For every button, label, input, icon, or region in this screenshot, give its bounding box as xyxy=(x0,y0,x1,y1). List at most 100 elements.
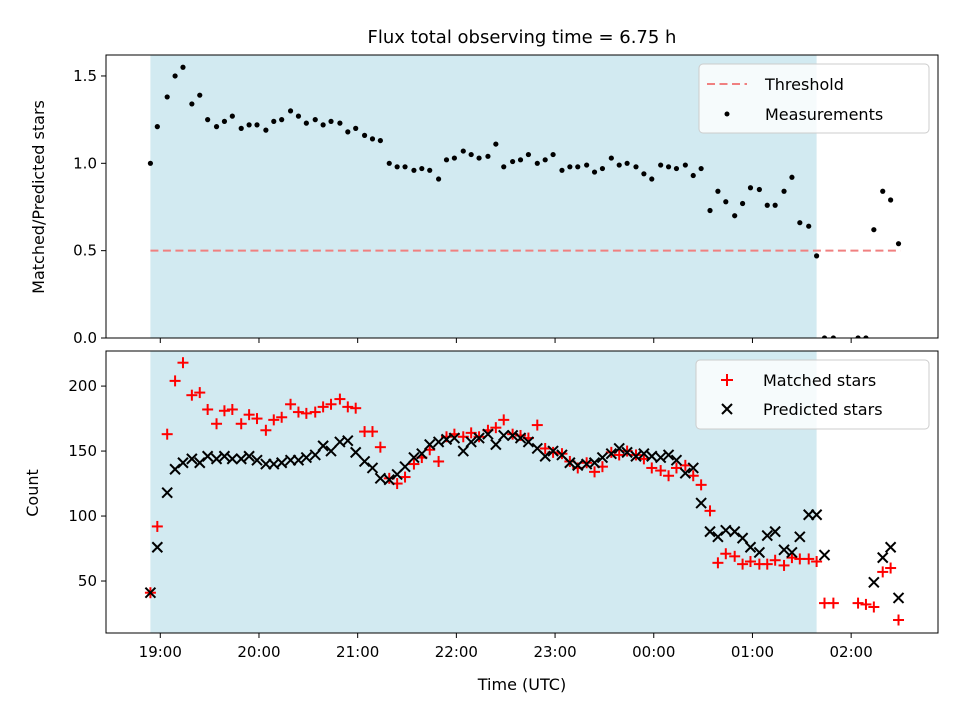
measurement-point xyxy=(189,101,195,107)
measurement-point xyxy=(756,186,762,193)
top-y-tick-label: 0.0 xyxy=(73,329,97,347)
measurement-point xyxy=(567,164,573,170)
x-tick-label: 02:00 xyxy=(830,643,873,661)
legend-measurements-label: Measurements xyxy=(765,105,883,124)
matched-star-point xyxy=(720,548,732,560)
measurement-point xyxy=(238,125,244,131)
matched-star-point xyxy=(218,405,230,417)
measurement-point xyxy=(855,335,861,338)
predicted-star-point xyxy=(309,449,321,461)
x-axis-label: Time (UTC) xyxy=(477,675,566,694)
predicted-star-point xyxy=(416,447,428,460)
measurement-point xyxy=(501,164,507,170)
predicted-star-point xyxy=(769,525,781,538)
measurement-point xyxy=(295,113,302,119)
measurement-point xyxy=(821,335,828,338)
bottom-axes-frame xyxy=(105,350,939,634)
matched-star-point xyxy=(350,402,362,414)
matched-star-point xyxy=(235,418,247,430)
measurement-point xyxy=(353,125,359,131)
measurement-point xyxy=(303,120,309,126)
matched-star-point xyxy=(366,426,378,438)
predicted-star-point xyxy=(144,587,157,599)
measurement-point xyxy=(658,162,664,168)
measurement-point xyxy=(649,176,655,182)
predicted-star-point xyxy=(662,449,675,461)
measurement-point xyxy=(246,122,252,128)
top-legend-box xyxy=(698,63,930,134)
predicted-star-point xyxy=(243,450,255,462)
predicted-star-point xyxy=(564,457,576,469)
matched-star-point xyxy=(161,428,173,440)
matched-star-point xyxy=(260,424,272,436)
predicted-star-point xyxy=(506,429,519,442)
bottom-y-axis-label: Count xyxy=(23,469,42,517)
measurement-point xyxy=(451,155,457,161)
predicted-star-point xyxy=(275,457,288,469)
predicted-star-point xyxy=(210,453,223,465)
x-tick-label: 00:00 xyxy=(632,643,675,661)
measurement-point xyxy=(789,174,795,180)
predicted-star-point xyxy=(654,451,667,464)
measurement-point xyxy=(747,185,754,191)
top-y-axis-label: Matched/Predicted stars xyxy=(29,100,48,294)
predicted-star-point xyxy=(408,451,420,464)
measurement-point xyxy=(895,241,902,247)
matched-star-point xyxy=(374,441,386,453)
predicted-star-point xyxy=(383,473,395,486)
predicted-star-point xyxy=(325,445,337,457)
predicted-star-point xyxy=(547,445,559,457)
predicted-star-point xyxy=(235,453,247,465)
measurement-point xyxy=(665,164,672,170)
measurement-point xyxy=(534,160,540,166)
predicted-star-point xyxy=(744,541,757,553)
predicted-star-point xyxy=(868,576,880,589)
matched-star-point xyxy=(186,389,198,401)
predicted-star-point xyxy=(399,460,411,473)
predicted-star-point xyxy=(457,445,469,457)
predicted-star-point xyxy=(342,434,354,447)
predicted-star-point xyxy=(621,446,633,459)
matched-star-point xyxy=(712,557,724,569)
bottom-y-tick-label: 200 xyxy=(68,377,97,395)
bottom-panel: 50 100 150 200 19:00 20:00 21:00 22:00 23:00 00:… xyxy=(23,350,939,694)
measurement-point xyxy=(806,223,812,229)
measurement-point xyxy=(863,335,869,338)
measurement-point xyxy=(345,129,351,135)
measurement-point xyxy=(575,164,581,170)
predicted-star-point xyxy=(317,440,329,452)
matched-star-point xyxy=(292,406,304,418)
bottom-y-tick-label: 100 xyxy=(68,507,97,525)
matched-star-point xyxy=(687,470,699,482)
measurement-point xyxy=(419,165,425,172)
measurement-point xyxy=(559,167,565,173)
measurement-point xyxy=(493,141,499,147)
measurement-point xyxy=(641,171,647,177)
predicted-star-point xyxy=(473,432,485,444)
measurement-point xyxy=(205,117,211,123)
measurement-point xyxy=(476,155,482,161)
predicted-star-point xyxy=(151,541,164,553)
predicted-star-point xyxy=(818,549,831,561)
predicted-star-point xyxy=(539,450,551,462)
matched-star-point xyxy=(211,418,223,430)
measurement-point xyxy=(271,118,277,124)
measurement-point xyxy=(411,167,417,173)
top-y-tick-label: 1.0 xyxy=(73,154,97,172)
predicted-star-point xyxy=(892,592,905,604)
predicted-star-point xyxy=(884,541,897,553)
predicted-star-point xyxy=(432,436,445,448)
predicted-star-point xyxy=(366,462,379,474)
measurement-point xyxy=(616,162,622,168)
measurement-point xyxy=(517,157,524,163)
matched-star-point xyxy=(827,597,839,609)
matched-star-point xyxy=(589,466,601,478)
measurement-point xyxy=(229,113,235,119)
predicted-star-point xyxy=(753,546,766,559)
measurement-point xyxy=(510,158,516,165)
predicted-star-point xyxy=(424,438,436,451)
legend-measurements-swatch xyxy=(724,111,730,117)
predicted-star-point xyxy=(177,457,189,469)
matched-star-point xyxy=(151,520,163,532)
measurement-point xyxy=(624,160,630,166)
